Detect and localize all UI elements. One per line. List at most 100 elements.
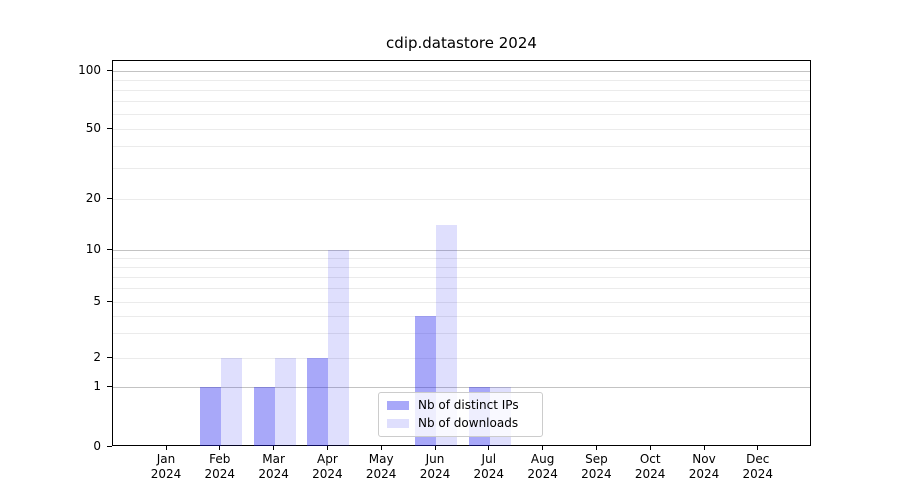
minor-gridline [113, 302, 810, 303]
legend-swatch-distinct-ips [387, 401, 409, 410]
y-tick-label: 2 [93, 350, 101, 364]
minor-gridline [113, 315, 810, 317]
y-tick-label: 1 [93, 379, 101, 393]
x-tick-year: 2024 [365, 467, 397, 481]
plot-area [112, 60, 811, 446]
legend-swatch-downloads [387, 419, 409, 428]
major-gridline [113, 71, 810, 72]
x-tick-label: Mar 2024 [244, 452, 304, 482]
x-tick-label: Feb 2024 [190, 452, 250, 482]
x-tick-year: 2024 [634, 467, 666, 481]
bar-downloads [274, 358, 296, 446]
x-tick-mark [595, 446, 598, 450]
x-tick-year: 2024 [688, 467, 720, 481]
x-tick-mark [757, 446, 759, 450]
bar-downloads [328, 250, 350, 446]
y-tick-label: 0 [93, 439, 101, 453]
y-tick-mark [107, 356, 112, 358]
y-tick-label: 10 [85, 242, 101, 256]
x-tick-month: Oct [639, 452, 661, 466]
y-tick-label: 50 [85, 121, 101, 135]
x-tick-year: 2024 [312, 467, 343, 481]
x-tick-month: Mar [262, 452, 285, 466]
major-gridline [113, 387, 810, 388]
minor-gridline [113, 113, 810, 115]
x-tick-year: 2024 [258, 467, 289, 481]
y-tick-mark [107, 127, 112, 129]
minor-gridline [113, 79, 810, 81]
bar-distinct-ips [307, 358, 329, 446]
x-tick-mark [326, 446, 329, 450]
x-tick-month: Nov [692, 452, 716, 466]
legend-label: Nb of distinct IPs [418, 398, 519, 412]
x-tick-month: Dec [746, 452, 770, 466]
legend-label: Nb of downloads [418, 416, 519, 430]
x-tick-year: 2024 [473, 467, 505, 481]
bar-distinct-ips [253, 387, 275, 446]
x-tick-label: Sep 2024 [566, 452, 626, 482]
x-tick-year: 2024 [204, 467, 236, 481]
y-tick-label: 20 [85, 191, 101, 205]
x-tick-label: Jul 2024 [459, 452, 519, 482]
x-tick-mark [649, 446, 651, 450]
minor-gridline [113, 199, 810, 200]
x-tick-mark [165, 446, 167, 450]
x-tick-month: Jan [156, 452, 176, 466]
y-tick-label: 5 [93, 294, 101, 308]
x-tick-label: Nov 2024 [674, 452, 734, 482]
y-tick-mark [107, 445, 112, 447]
bar-downloads [220, 358, 242, 446]
minor-gridline [113, 129, 810, 130]
x-tick-label: Apr 2024 [297, 452, 357, 482]
minor-gridline [113, 146, 810, 148]
y-tick-mark [107, 248, 112, 250]
x-tick-label: Jan 2024 [136, 452, 196, 482]
x-tick-year: 2024 [581, 467, 612, 481]
x-tick-month: Feb [209, 452, 231, 466]
y-tick-mark [107, 300, 112, 302]
x-tick-month: Aug [530, 452, 555, 466]
x-tick-mark [380, 446, 382, 450]
x-tick-month: Apr [317, 452, 338, 466]
x-tick-mark [703, 446, 705, 450]
y-tick-mark [107, 385, 112, 387]
x-tick-month: Jul [481, 452, 497, 466]
x-tick-mark [488, 446, 490, 450]
y-tick-mark [107, 69, 112, 71]
legend-entry: Nb of downloads [387, 415, 534, 432]
minor-gridline [113, 333, 810, 335]
x-tick-mark [273, 446, 275, 450]
y-tick-mark [107, 197, 112, 199]
major-gridline [113, 250, 810, 251]
minor-gridline [113, 100, 810, 102]
x-tick-label: May 2024 [351, 452, 411, 482]
x-tick-year: 2024 [527, 467, 558, 481]
x-tick-month: Jun [425, 452, 445, 466]
minor-gridline [113, 288, 810, 290]
minor-gridline [113, 358, 810, 359]
x-tick-mark [542, 446, 544, 450]
bar-downloads [436, 225, 457, 446]
x-tick-mark [219, 446, 221, 450]
x-tick-year: 2024 [150, 467, 182, 481]
legend: Nb of distinct IPs Nb of downloads [378, 392, 543, 437]
x-tick-label: Jun 2024 [405, 452, 465, 482]
x-tick-label: Oct 2024 [620, 452, 680, 482]
y-tick-label: 100 [78, 63, 101, 77]
minor-gridline [113, 89, 810, 91]
x-tick-month: Sep [585, 452, 608, 466]
x-tick-mark [434, 446, 436, 450]
minor-gridline [113, 276, 810, 278]
x-tick-label: Aug 2024 [513, 452, 573, 482]
x-tick-year: 2024 [742, 467, 774, 481]
x-tick-month: May [368, 452, 394, 466]
x-tick-year: 2024 [419, 467, 451, 481]
legend-entry: Nb of distinct IPs [387, 397, 534, 414]
chart-title: cdip.datastore 2024 [386, 34, 537, 52]
x-tick-label: Dec 2024 [728, 452, 788, 482]
minor-gridline [113, 266, 810, 268]
minor-gridline [113, 257, 810, 259]
bar-distinct-ips [199, 387, 221, 446]
minor-gridline [113, 168, 810, 170]
